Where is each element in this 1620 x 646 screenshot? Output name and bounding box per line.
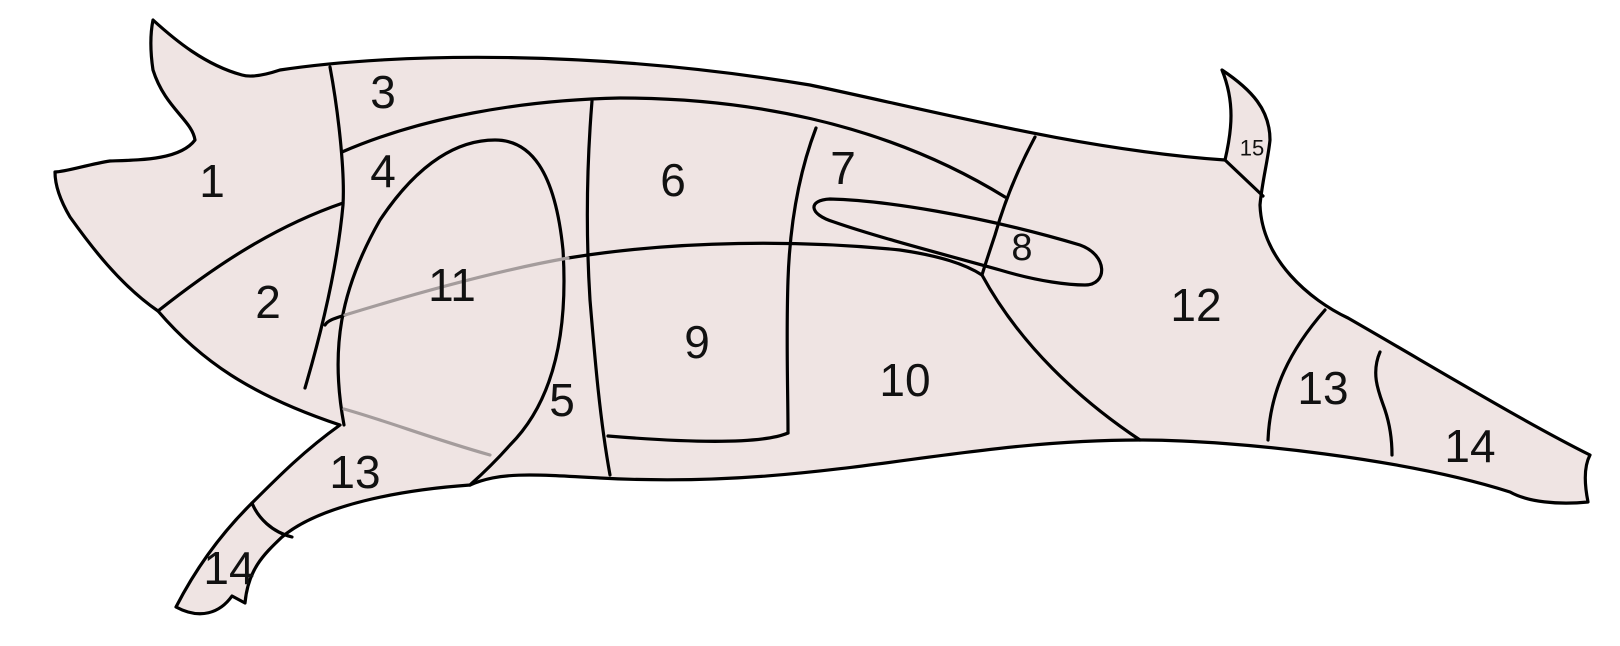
divider-front-region13-14 [250, 501, 294, 539]
label-region-13-front: 13 [329, 446, 380, 498]
divider-region3-4 [340, 96, 1007, 199]
label-region-1: 1 [199, 155, 225, 207]
divider-region5-6 [585, 99, 612, 477]
label-region-9: 9 [684, 316, 710, 368]
label-region-13-rear: 13 [1297, 362, 1348, 414]
label-region-4: 4 [370, 145, 396, 197]
divider-back-faint [343, 256, 570, 317]
divider-loin-belly [566, 241, 984, 277]
label-region-14-front: 14 [203, 542, 254, 594]
label-region-8: 8 [1011, 227, 1032, 269]
tail-divider [1223, 158, 1265, 198]
label-region-2: 2 [255, 276, 281, 328]
label-region-12: 12 [1170, 279, 1221, 331]
divider-hind-region12-13 [1266, 308, 1327, 442]
divider-region1-2 [156, 201, 345, 313]
tenderloin-region-8 [812, 197, 1104, 287]
divider-region6-7 [785, 126, 818, 435]
label-region-15: 15 [1240, 136, 1264, 161]
oval-region-11 [336, 138, 566, 487]
pig-body-silhouette [53, 18, 1592, 616]
divider-region9-bottom [606, 431, 790, 443]
divider-head-neck [303, 65, 345, 390]
label-region-11: 11 [428, 259, 476, 311]
label-region-14-rear: 14 [1444, 420, 1495, 472]
label-region-5: 5 [549, 374, 575, 426]
divider-ham-front [980, 135, 1142, 442]
label-region-6: 6 [660, 154, 686, 206]
label-region-7: 7 [830, 142, 856, 194]
divider-hind-region13-14 [1374, 350, 1394, 457]
divider-belly-faint [342, 407, 492, 457]
label-region-3: 3 [370, 66, 396, 118]
label-region-10: 10 [879, 354, 930, 406]
